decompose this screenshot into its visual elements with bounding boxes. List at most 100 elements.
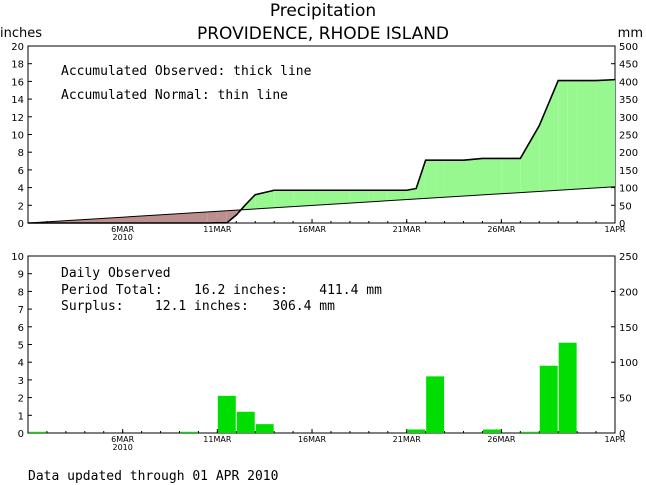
daily-bar <box>482 429 501 433</box>
daily-y-tick-label: 10 <box>11 252 24 263</box>
daily-bar <box>217 395 236 433</box>
surplus-fill-segment <box>435 160 445 198</box>
surplus-fill-segment <box>330 190 350 205</box>
observed-point <box>311 189 313 191</box>
daily-y-tick-label: 4 <box>18 358 24 369</box>
surplus-fill-segment <box>444 160 464 198</box>
daily-y2-tick-label: 100 <box>619 358 638 369</box>
daily-y-tick-label: 8 <box>18 287 24 298</box>
accum-y-tick-label: 14 <box>11 95 24 106</box>
observed-point <box>226 222 228 224</box>
daily-bar <box>255 424 274 433</box>
surplus-fill-segment <box>596 79 615 188</box>
left-unit-label: inches <box>0 26 42 41</box>
observed-point <box>481 157 484 159</box>
accum-y2-tick-label: 0 <box>619 219 625 230</box>
surplus-total: Surplus: 12.1 inches: 306.4 mm <box>61 299 335 314</box>
daily-bar <box>179 431 198 433</box>
surplus-fill-segment <box>416 160 426 200</box>
accum-y2-tick-label: 200 <box>619 148 638 159</box>
observed-point <box>368 189 370 191</box>
accum-y2-tick-label: 100 <box>619 184 638 195</box>
accum-y2-tick-label: 450 <box>619 60 638 71</box>
observed-point <box>462 159 465 161</box>
observed-point <box>434 159 436 161</box>
chart-title: Precipitation <box>270 1 376 21</box>
accum-y-tick-label: 6 <box>18 166 24 177</box>
daily-y2-tick-label: 200 <box>619 287 638 298</box>
daily-y-tick-label: 9 <box>18 270 24 281</box>
daily-y-tick-label: 3 <box>18 376 24 387</box>
observed-point <box>557 79 559 82</box>
daily-y-tick-label: 6 <box>18 323 24 334</box>
accum-y-tick-label: 2 <box>18 201 24 212</box>
observed-point <box>576 79 578 82</box>
accum-x-tick-label: 11MAR <box>203 225 232 234</box>
daily-bar <box>539 365 558 433</box>
daily-x-tick-label: 21MAR <box>393 435 422 444</box>
surplus-fill-segment <box>312 190 331 206</box>
accum-y2-tick-label: 300 <box>619 113 638 124</box>
surplus-fill-segment <box>558 80 568 191</box>
observed-point <box>349 189 351 191</box>
accum-y-tick-label: 18 <box>11 60 24 71</box>
observed-point <box>245 203 247 206</box>
accum-x-tick-label: 6MAR <box>111 225 134 234</box>
accum-x-tick-label: 26MAR <box>487 225 516 234</box>
accum-y2-tick-label: 250 <box>619 131 638 142</box>
daily-x-tick-label: 6MAR <box>111 435 134 444</box>
deficit-fill-segment <box>217 210 227 223</box>
deficit-fill-segment <box>207 211 218 223</box>
accumulated-chart: 0246810121416182005010015020025030035040… <box>11 42 638 242</box>
deficit-fill-segment <box>226 210 237 223</box>
daily-y-tick-label: 7 <box>18 305 24 316</box>
surplus-fill-segment <box>520 125 540 193</box>
observed-point <box>406 189 408 191</box>
daily-bar <box>236 411 255 433</box>
daily-chart: 0123456789100501001502002506MAR201011MAR… <box>11 252 638 452</box>
daily-y2-tick-label: 0 <box>619 429 625 440</box>
daily-y-tick-label: 2 <box>18 394 24 405</box>
daily-x-tick-label: 1APR <box>605 435 626 444</box>
surplus-fill-segment <box>406 188 417 200</box>
accum-y-tick-label: 0 <box>18 219 24 230</box>
daily-y-tick-label: 1 <box>18 411 24 422</box>
accum-x-tick-label: 16MAR <box>298 225 327 234</box>
daily-bar <box>558 342 577 433</box>
daily-y-tick-label: 5 <box>18 341 24 352</box>
daily-bar <box>28 431 47 433</box>
accum-x-tick-year: 2010 <box>112 233 132 242</box>
observed-point <box>519 157 521 159</box>
daily-bar <box>426 376 445 433</box>
surplus-fill-segment <box>577 80 597 190</box>
observed-point <box>425 159 427 161</box>
surplus-fill-segment <box>255 190 275 209</box>
observed-point <box>415 187 417 190</box>
surplus-fill-segment <box>539 80 559 192</box>
surplus-fill-segment <box>245 194 256 210</box>
right-unit-label: mm <box>618 26 643 41</box>
accum-y-tick-label: 20 <box>11 42 24 53</box>
surplus-fill-segment <box>293 190 313 207</box>
accum-y2-tick-label: 500 <box>619 42 638 53</box>
observed-point <box>273 189 275 191</box>
daily-bar <box>407 429 426 433</box>
observed-point <box>216 222 218 224</box>
accum-y-tick-label: 4 <box>18 184 24 195</box>
observed-point <box>235 214 237 216</box>
observed-point <box>292 189 294 191</box>
daily-heading: Daily Observed <box>61 266 171 281</box>
observed-point <box>567 79 569 82</box>
accum-x-tick-label: 1APR <box>605 225 626 234</box>
surplus-fill-segment <box>387 190 407 201</box>
observed-point <box>595 79 597 82</box>
observed-point <box>538 125 540 127</box>
station-subtitle: PROVIDENCE, RHODE ISLAND <box>197 24 449 44</box>
accum-x-tick-label: 21MAR <box>393 225 422 234</box>
normal-line <box>27 186 616 224</box>
daily-x-tick-label: 26MAR <box>487 435 516 444</box>
daily-x-tick-year: 2010 <box>112 443 132 452</box>
surplus-fill-segment <box>368 190 388 202</box>
daily-y2-tick-label: 250 <box>619 252 638 263</box>
